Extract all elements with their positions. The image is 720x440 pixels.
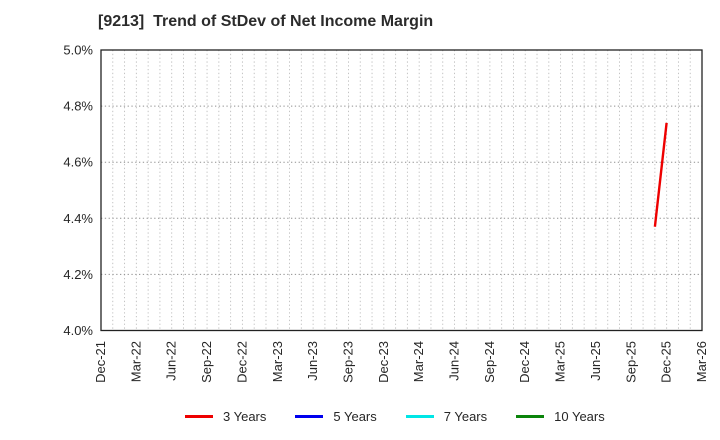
y-tick-label: 4.4% xyxy=(63,211,93,226)
legend-item-7-years: 7 Years xyxy=(405,408,488,424)
legend-line-3-years xyxy=(185,414,213,418)
legend-item-10-years: 10 Years xyxy=(516,410,605,423)
x-tick-label: Sep-23 xyxy=(340,341,355,383)
plot-border xyxy=(100,49,703,332)
y-tick-label: 4.0% xyxy=(63,323,93,338)
x-tick-label: Sep-22 xyxy=(199,341,214,383)
legend-line-5-years xyxy=(295,414,324,418)
chart-legend: 3 Years 5 Years 7 Years 10 Years xyxy=(185,406,605,426)
y-tick-label: 4.6% xyxy=(63,155,93,170)
series-line-3-years xyxy=(653,122,668,227)
y-tick-label: 4.2% xyxy=(63,267,93,282)
legend-label-10-years: 10 Years xyxy=(554,408,605,424)
legend-label-7-years: 7 Years xyxy=(443,408,488,424)
legend-item-5-years: 5 Years xyxy=(295,408,377,424)
x-tick-label: Dec-25 xyxy=(659,341,674,383)
x-tick-label: Jun-22 xyxy=(164,341,179,381)
x-tick-label: Mar-23 xyxy=(270,341,285,382)
x-tick-label: Sep-24 xyxy=(482,341,497,383)
legend-item-3-years: 3 Years xyxy=(185,410,266,423)
chart-title: [9213] Trend of StDev of Net Income Marg… xyxy=(98,13,434,30)
x-tick-label: Dec-24 xyxy=(517,341,532,383)
x-tick-label: Mar-24 xyxy=(411,341,426,382)
legend-line-10-years xyxy=(516,414,545,418)
x-tick-label: Jun-25 xyxy=(588,341,603,381)
x-tick-label: Mar-26 xyxy=(694,341,709,382)
x-tick-label: Dec-23 xyxy=(376,341,391,383)
x-tick-label: Jun-24 xyxy=(447,341,462,381)
legend-line-7-years xyxy=(405,414,434,418)
x-tick-label: Dec-21 xyxy=(93,341,108,383)
x-tick-label: Sep-25 xyxy=(623,341,638,383)
x-tick-label: Mar-25 xyxy=(553,341,568,382)
y-tick-label: 5.0% xyxy=(63,43,93,58)
x-tick-label: Dec-22 xyxy=(234,341,249,383)
y-tick-label: 4.8% xyxy=(63,99,93,114)
x-tick-label: Mar-22 xyxy=(128,341,143,382)
x-tick-label: Jun-23 xyxy=(305,341,320,381)
legend-label-3-years: 3 Years xyxy=(223,408,267,424)
legend-label-5-years: 5 Years xyxy=(333,408,377,424)
